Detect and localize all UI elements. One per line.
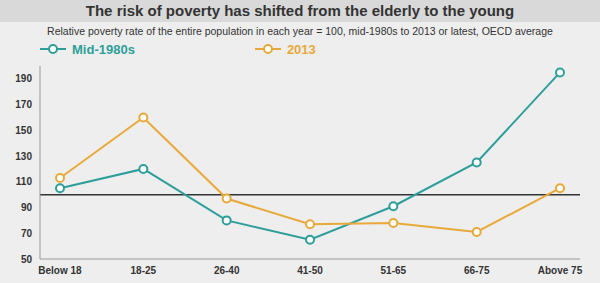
svg-text:150: 150 — [15, 125, 32, 136]
html-text:2013: 2013 — [286, 41, 316, 57]
svg-text:66-75: 66-75 — [464, 265, 490, 276]
svg-text:190: 190 — [15, 73, 32, 84]
svg-text:170: 170 — [15, 99, 32, 110]
svg-text:Above 75: Above 75 — [538, 265, 583, 276]
svg-text:51-65: 51-65 — [381, 265, 407, 276]
svg-text:110: 110 — [16, 176, 33, 187]
svg-text:50: 50 — [21, 254, 33, 265]
html-text:Mid-1980s: Mid-1980s — [72, 41, 135, 57]
html-text:The risk of poverty has shifte: The risk of poverty has shifted from the… — [85, 2, 515, 19]
svg-text:90: 90 — [21, 202, 33, 213]
svg-text:41-50: 41-50 — [297, 265, 323, 276]
svg-text:130: 130 — [15, 151, 32, 162]
svg-text:Below 18: Below 18 — [38, 265, 82, 276]
svg-text:18-25: 18-25 — [131, 265, 157, 276]
html-text:Relative poverty rate of the e: Relative poverty rate of the entire popu… — [47, 25, 553, 37]
svg-text:70: 70 — [21, 228, 33, 239]
svg-text:26-40: 26-40 — [214, 265, 240, 276]
